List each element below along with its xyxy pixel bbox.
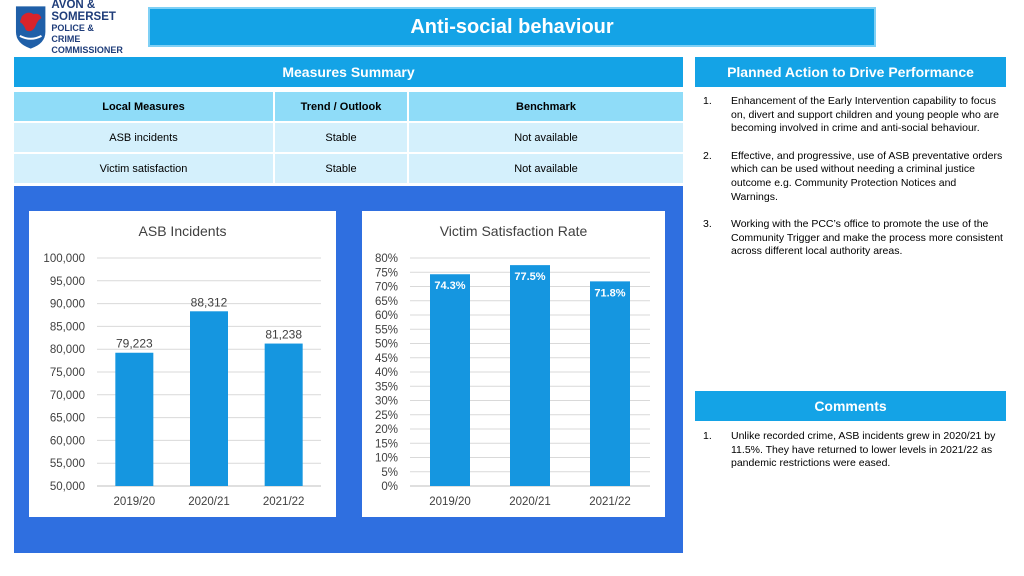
asb-incidents-chart: 50,000 55,000 60,000 65,000 70,000 75,000 80,0… — [29, 211, 336, 517]
table-row: Victim satisfaction Stable Not available — [14, 154, 683, 185]
data-label: 77.5% — [514, 271, 545, 283]
y-tick-label: 50% — [375, 339, 398, 351]
page-title-bar: Anti-social behaviour — [148, 7, 876, 47]
data-label: 74.3% — [434, 280, 465, 292]
data-label: 81,238 — [265, 328, 302, 342]
bar — [590, 281, 630, 486]
y-tick-label: 75,000 — [50, 367, 85, 379]
bar — [264, 343, 303, 486]
y-tick-label: 85,000 — [50, 321, 85, 333]
planned-action-heading: Planned Action to Drive Performance — [695, 57, 1006, 87]
y-tick-label: 65% — [375, 296, 398, 308]
x-tick-label: 2019/20 — [429, 496, 471, 508]
x-tick-label: 2021/22 — [589, 496, 631, 508]
table-cell: ASB incidents — [14, 123, 275, 154]
column-header: Trend / Outlook — [275, 92, 409, 123]
bar — [510, 265, 550, 486]
y-tick-label: 55% — [375, 324, 398, 336]
victim-satisfaction-chart: 0% 5% 10% 15% 20% 25% 30% 35% 40% 45% 50% 55% 60% 65%… — [362, 211, 665, 517]
measures-summary-heading: Measures Summary — [14, 57, 683, 87]
logo-line-3: POLICE & CRIME — [51, 22, 94, 44]
y-tick-label: 65,000 — [50, 413, 85, 425]
y-tick-label: 15% — [375, 438, 398, 450]
table-cell: Stable — [275, 123, 409, 154]
y-tick-label: 95,000 — [50, 276, 85, 288]
bar — [190, 311, 228, 486]
chart-title: ASB Incidents — [138, 223, 227, 239]
column-header: Benchmark — [409, 92, 683, 123]
y-tick-label: 0% — [381, 481, 398, 493]
data-label: 71.8% — [594, 287, 625, 299]
y-tick-label: 90,000 — [50, 299, 85, 311]
list-item: 3. Working with the PCC’s office to prom… — [703, 218, 1003, 259]
y-tick-label: 70,000 — [50, 390, 85, 402]
data-label: 79,223 — [116, 337, 153, 351]
y-tick-label: 40% — [375, 367, 398, 379]
dragon-crest-icon — [15, 6, 46, 49]
page-title: Anti-social behaviour — [410, 15, 614, 38]
list-number: 2. — [703, 149, 712, 162]
y-tick-label: 45% — [375, 353, 398, 365]
table-cell: Stable — [275, 154, 409, 185]
list-text: Effective, and progressive, use of ASB p… — [731, 149, 1003, 203]
y-tick-label: 75% — [375, 267, 398, 279]
table-row: ASB incidents Stable Not available — [14, 123, 683, 154]
logo-line-4: COMMISSIONER — [51, 44, 123, 55]
y-tick-label: 30% — [375, 396, 398, 408]
x-tick-label: 2021/22 — [263, 496, 305, 508]
y-tick-label: 80% — [375, 253, 398, 265]
planned-action-list: 1. Enhancement of the Early Intervention… — [703, 95, 1003, 273]
victim-satisfaction-chart-svg: 0% 5% 10% 15% 20% 25% 30% 35% 40% 45% 50% 55% 60% 65%… — [375, 253, 650, 508]
y-tick-label: 100,000 — [43, 253, 85, 265]
column-header: Local Measures — [14, 92, 275, 123]
comments-heading: Comments — [695, 391, 1006, 421]
y-tick-label: 35% — [375, 381, 398, 393]
y-tick-label: 10% — [375, 453, 398, 465]
chart-title: Victim Satisfaction Rate — [439, 223, 588, 239]
y-tick-label: 55,000 — [50, 458, 85, 470]
list-number: 3. — [703, 218, 712, 231]
table-cell: Victim satisfaction — [14, 154, 275, 185]
list-text: Unlike recorded crime, ASB incidents gre… — [731, 430, 996, 470]
logo-line-1: AVON & — [51, 0, 96, 11]
list-text: Working with the PCC’s office to promote… — [731, 218, 1003, 258]
bar — [115, 352, 154, 486]
x-tick-label: 2020/21 — [509, 496, 551, 508]
logo: AVON & SOMERSET POLICE & CRIME COMMISSIO… — [14, 0, 124, 55]
y-tick-label: 50,000 — [50, 481, 85, 493]
y-tick-label: 70% — [375, 282, 398, 294]
y-tick-label: 80,000 — [50, 344, 85, 356]
list-text: Enhancement of the Early Intervention ca… — [731, 95, 999, 135]
list-number: 1. — [703, 95, 712, 107]
list-item: 1. Unlike recorded crime, ASB incidents … — [703, 430, 1003, 471]
y-tick-label: 60,000 — [50, 435, 85, 447]
y-tick-label: 25% — [375, 410, 398, 422]
list-item: 2. Effective, and progressive, use of AS… — [703, 150, 1003, 204]
y-tick-label: 20% — [375, 424, 398, 436]
asb-incidents-chart-svg: 50,000 55,000 60,000 65,000 70,000 75,000 80,0… — [43, 253, 321, 508]
bar — [430, 274, 470, 486]
measures-table: Local Measures Trend / Outlook Benchmark… — [14, 92, 683, 185]
y-tick-label: 5% — [381, 467, 398, 479]
list-item: 1. Enhancement of the Early Intervention… — [703, 95, 1003, 136]
x-tick-label: 2020/21 — [188, 496, 230, 508]
y-tick-label: 60% — [375, 310, 398, 322]
list-number: 1. — [703, 430, 712, 442]
x-tick-label: 2019/20 — [114, 496, 156, 508]
logo-line-2: SOMERSET — [51, 10, 116, 23]
table-cell: Not available — [409, 154, 683, 185]
data-label: 88,312 — [191, 295, 228, 309]
table-cell: Not available — [409, 123, 683, 154]
table-header-row: Local Measures Trend / Outlook Benchmark — [14, 92, 683, 123]
comments-list: 1. Unlike recorded crime, ASB incidents … — [703, 430, 1003, 485]
